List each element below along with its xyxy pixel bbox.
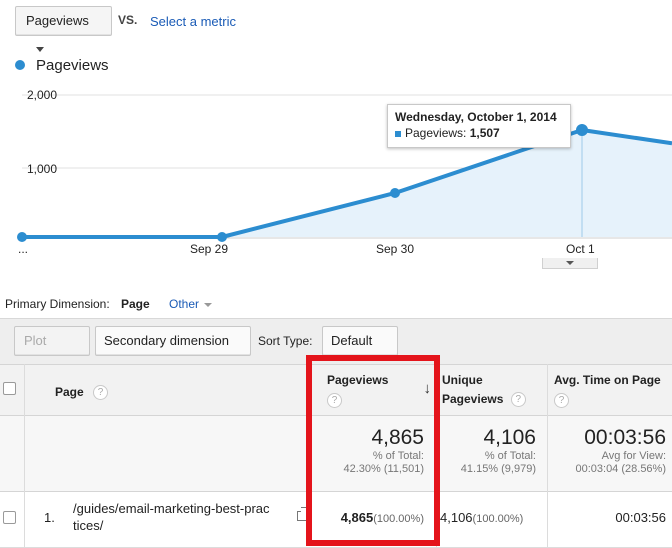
- tooltip-swatch: [395, 130, 401, 137]
- chart-tooltip: Wednesday, October 1, 2014 Pageviews: 1,…: [387, 104, 571, 148]
- select-all-checkbox[interactable]: [3, 382, 16, 395]
- totals-avg-time-value: 00:03:56: [584, 426, 666, 449]
- sort-type-select[interactable]: Default: [322, 326, 398, 373]
- select-metric-link[interactable]: Select a metric: [150, 14, 236, 29]
- series-area: [22, 130, 672, 237]
- column-divider: [24, 364, 25, 548]
- sort-type-value: Default: [331, 333, 373, 348]
- data-point[interactable]: [217, 232, 227, 242]
- totals-row: [0, 416, 672, 492]
- tooltip-date: Wednesday, October 1, 2014: [395, 110, 557, 124]
- primary-dimension-page[interactable]: Page: [121, 297, 150, 311]
- column-header-pageviews-label: Pageviews: [327, 373, 389, 387]
- totals-avg-time: 00:03:56 Avg for View: 00:03:04 (28.56%): [548, 426, 666, 476]
- pageviews-chart: [17, 94, 672, 242]
- data-point[interactable]: [17, 232, 27, 242]
- row-page-line1: /guides/email-marketing-best-prac: [73, 501, 270, 516]
- data-point[interactable]: [390, 187, 400, 198]
- row-unique: 4,106(100.00%): [440, 510, 540, 525]
- row-unique-value: 4,106: [440, 510, 473, 525]
- help-icon[interactable]: ?: [554, 393, 569, 409]
- tooltip-value: 1,507: [469, 126, 500, 140]
- metric-select[interactable]: Pageviews: [15, 6, 112, 53]
- secondary-dimension-label: Secondary dimension: [104, 333, 230, 348]
- primary-dimension-other[interactable]: Other: [169, 297, 213, 311]
- chevron-down-icon: [36, 47, 44, 53]
- column-header-unique-pageviews[interactable]: Unique Pageviews ?: [442, 371, 526, 409]
- row-pageviews-value: 4,865: [340, 510, 374, 525]
- totals-unique-sub2: 41.15% (9,979): [460, 463, 536, 475]
- x-tick-label: Sep 30: [376, 242, 415, 256]
- x-tick-label: Sep 29: [190, 242, 229, 256]
- chevron-down-icon: [204, 302, 213, 307]
- help-icon[interactable]: ?: [93, 385, 109, 401]
- sort-descending-icon: ↓: [423, 380, 432, 397]
- totals-pageviews-sub1: % of Total:: [372, 450, 424, 462]
- x-tick-label: ...: [18, 242, 29, 256]
- secondary-dimension-select[interactable]: Secondary dimension: [95, 326, 251, 373]
- sort-type-label: Sort Type:: [258, 334, 313, 348]
- row-pageviews-pct: (100.00%): [373, 513, 424, 525]
- other-label: Other: [169, 297, 200, 311]
- column-header-avg-time[interactable]: Avg. Time on Page ?: [554, 371, 672, 409]
- legend-dot-icon: [15, 60, 25, 70]
- data-point[interactable]: [576, 124, 588, 137]
- totals-pageviews-value: 4,865: [371, 426, 424, 449]
- row-page-link[interactable]: /guides/email-marketing-best-prac tices/: [73, 500, 270, 534]
- help-icon[interactable]: ?: [510, 392, 526, 408]
- totals-avg-time-sub2: 00:03:04 (28.56%): [575, 463, 666, 475]
- tooltip-row: Pageviews: 1,507: [395, 125, 563, 141]
- column-header-page-label: Page: [55, 385, 84, 399]
- chevron-down-icon: [566, 261, 574, 265]
- totals-avg-time-sub1: Avg for View:: [601, 450, 666, 462]
- row-checkbox[interactable]: [3, 511, 16, 524]
- chart-collapse-handle[interactable]: [542, 258, 598, 269]
- x-tick-label: Oct 1: [566, 242, 595, 256]
- row-pageviews: 4,865(100.00%): [320, 510, 424, 525]
- column-header-avg-time-label: Avg. Time on Page: [554, 373, 661, 387]
- row-avg-time: 00:03:56: [615, 510, 666, 525]
- primary-dimension-label: Primary Dimension:: [5, 297, 110, 311]
- totals-pageviews-sub2: 42.30% (11,501): [343, 463, 424, 475]
- totals-pageviews: 4,865 % of Total: 42.30% (11,501): [320, 426, 424, 476]
- column-header-page[interactable]: Page ?: [55, 383, 109, 402]
- vs-label: VS.: [118, 13, 138, 27]
- tooltip-label: Pageviews:: [405, 126, 470, 140]
- metric-select-label: Pageviews: [26, 13, 89, 28]
- plot-rows-button[interactable]: Plot Rows: [14, 326, 90, 376]
- totals-unique-value: 4,106: [483, 426, 536, 449]
- help-icon[interactable]: ?: [327, 393, 342, 409]
- column-header-pageviews[interactable]: Pageviews ? ↓: [327, 371, 433, 409]
- row-unique-pct: (100.00%): [472, 513, 524, 525]
- legend-label: Pageviews: [36, 57, 109, 74]
- row-page-line2: tices/: [73, 518, 104, 533]
- y-tick-label: 2,000: [27, 88, 58, 102]
- totals-unique-sub1: % of Total:: [484, 450, 536, 462]
- table-row: [0, 492, 672, 548]
- totals-unique: 4,106 % of Total: 41.15% (9,979): [436, 426, 536, 476]
- y-tick-label: 1,000: [27, 162, 58, 176]
- column-header-unique-line1: Unique: [442, 373, 483, 387]
- row-index: 1.: [44, 510, 55, 525]
- column-header-unique-line2: Pageviews: [442, 392, 504, 406]
- pageviews-column-highlight: [306, 355, 440, 546]
- column-divider: [547, 364, 548, 548]
